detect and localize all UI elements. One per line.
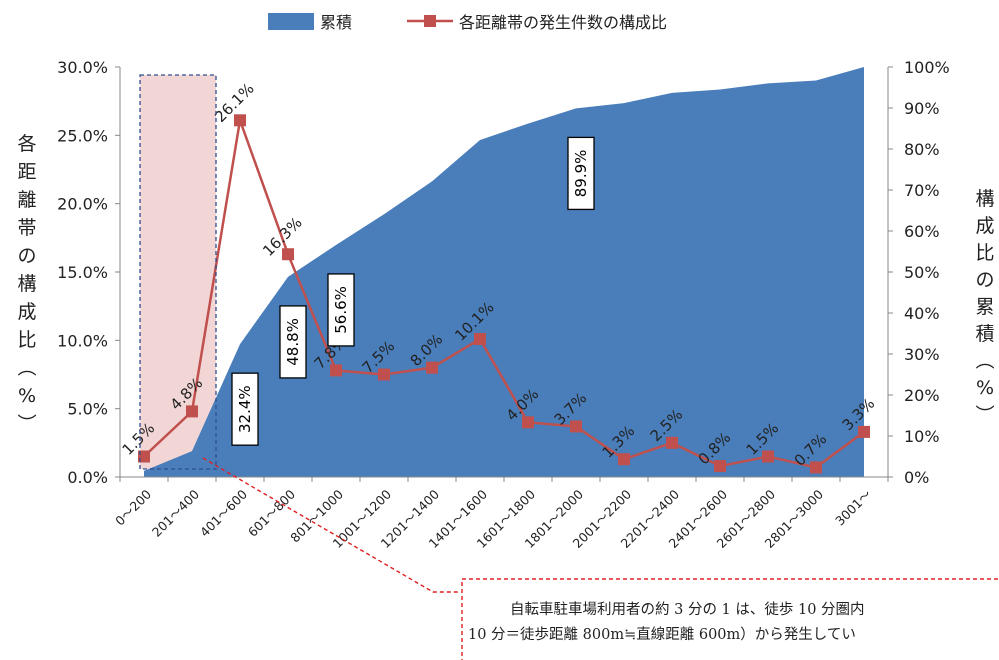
line-marker	[282, 248, 294, 261]
highlight-region	[140, 75, 216, 469]
right-tick-label: 60%	[904, 222, 940, 241]
line-marker	[714, 460, 726, 473]
left-axis-title-char: %	[18, 385, 36, 407]
callout-box-border	[461, 578, 998, 660]
x-tick-label: 201〜400	[149, 486, 202, 539]
line-marker	[426, 361, 438, 374]
line-marker	[522, 416, 534, 429]
left-tick-label: 15.0%	[57, 263, 108, 282]
boxed-cumulative-label: 56.6%	[327, 273, 355, 347]
left-tick-label: 5.0%	[67, 400, 108, 419]
boxed-label-text: 89.9%	[572, 150, 590, 198]
line-marker	[858, 425, 870, 438]
boxed-label-frame	[567, 136, 595, 211]
left-axis-title-char: ）	[15, 413, 37, 432]
right-axis-title-char: 成	[975, 215, 994, 237]
legend-label-line: 各距離帯の発生件数の構成比	[459, 13, 667, 32]
series-line-composition	[143, 115, 865, 469]
left-axis-title-char: の	[17, 245, 36, 267]
left-tick-label: 20.0%	[57, 195, 108, 214]
line-marker	[378, 368, 390, 381]
line-marker	[474, 332, 486, 345]
boxed-label-text: 56.6%	[332, 286, 350, 334]
right-axis-title-char: %	[976, 377, 994, 399]
line-marker	[618, 453, 630, 466]
legend-label-area: 累積	[320, 13, 352, 32]
left-axis-title-char: 各	[17, 133, 36, 155]
x-tick-label: 0〜200	[112, 486, 154, 528]
boxed-label-text: 48.8%	[284, 318, 302, 366]
left-tick-label: 30.0%	[57, 58, 108, 77]
line-marker	[810, 461, 822, 474]
left-axis-title-char: 離	[17, 189, 36, 211]
right-tick-label: 50%	[904, 263, 940, 282]
x-tick-label: 3001〜	[832, 487, 874, 529]
right-tick-label: 90%	[904, 99, 940, 118]
left-axis-title-char: 構	[17, 273, 36, 295]
line-marker	[138, 450, 150, 463]
right-axis-title-char: 比	[975, 242, 994, 264]
left-axis-title-char: 成	[17, 301, 36, 323]
right-axis-title-char: ）	[973, 404, 995, 423]
legend-swatch-marker	[424, 15, 436, 27]
annotation-note: 自転車駐車場利用者の約 3 分の 1 は、徒歩 10 分圏内 10 分＝徒歩距離…	[458, 588, 999, 660]
series-area-cumulative	[144, 67, 864, 477]
right-axis-title-char: 構	[975, 188, 994, 210]
annotation-line-2: 10 分＝徒歩距離 800m≒直線距離 600m）から発生してい	[468, 627, 856, 643]
annotation-line-1: 自転車駐車場利用者の約 3 分の 1 は、徒歩 10 分圏内	[510, 602, 865, 618]
highlight-outline	[139, 74, 217, 470]
left-tick-label: 0.0%	[67, 468, 108, 487]
boxed-cumulative-label: 32.4%	[231, 372, 259, 446]
line-marker	[186, 405, 198, 418]
line-marker	[762, 450, 774, 463]
right-tick-label: 30%	[904, 345, 940, 364]
boxed-label-frame	[279, 305, 307, 379]
callout-connector	[202, 457, 458, 593]
left-axis-title-char: 帯	[17, 217, 36, 239]
legend-swatch-area	[268, 13, 314, 30]
right-axis-title-char: 積	[975, 323, 994, 345]
left-tick-label: 10.0%	[57, 331, 108, 350]
left-tick-label: 25.0%	[57, 126, 108, 145]
right-axis-title-char: の	[975, 269, 994, 291]
line-marker	[330, 364, 342, 377]
boxed-label-text: 32.4%	[236, 385, 254, 433]
right-tick-label: 0%	[904, 468, 929, 487]
x-tick-label: 401〜600	[197, 486, 250, 539]
right-tick-label: 70%	[904, 181, 940, 200]
line-marker	[234, 114, 246, 127]
right-tick-label: 10%	[904, 427, 940, 446]
right-axis-title-char: 累	[975, 296, 994, 318]
right-axis-title-char: （	[973, 350, 995, 369]
right-tick-label: 40%	[904, 304, 940, 323]
boxed-label-frame	[327, 273, 355, 347]
line-marker	[666, 436, 678, 449]
left-axis-title-char: 比	[17, 329, 36, 351]
right-tick-label: 100%	[904, 58, 950, 77]
left-axis-title-char: （	[15, 357, 37, 376]
boxed-label-frame	[231, 372, 259, 446]
left-axis-title-char: 距	[17, 161, 36, 183]
boxed-cumulative-label: 48.8%	[279, 305, 307, 379]
line-marker	[570, 420, 582, 433]
right-tick-label: 20%	[904, 386, 940, 405]
right-tick-label: 80%	[904, 140, 940, 159]
boxed-cumulative-label: 89.9%	[567, 136, 595, 211]
